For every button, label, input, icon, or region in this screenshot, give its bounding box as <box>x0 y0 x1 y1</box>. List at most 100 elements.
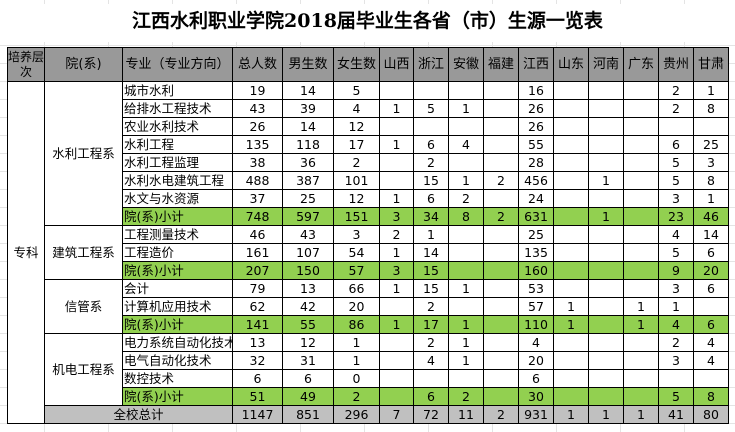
value-cell[interactable]: 25 <box>693 135 729 154</box>
major-cell[interactable]: 计算机应用技术 <box>122 297 233 316</box>
value-cell[interactable]: 25 <box>282 189 334 208</box>
total-cell[interactable]: 41 <box>658 405 694 424</box>
value-cell[interactable]: 55 <box>518 135 554 154</box>
subtotal-cell[interactable]: 597 <box>282 207 334 226</box>
value-cell[interactable]: 5 <box>413 99 449 118</box>
subtotal-label[interactable]: 院(系)小计 <box>122 261 233 280</box>
value-cell[interactable]: 1 <box>448 351 484 370</box>
subtotal-cell[interactable]: 20 <box>693 261 729 280</box>
value-cell[interactable]: 2 <box>413 297 449 316</box>
value-cell[interactable] <box>553 243 589 262</box>
value-cell[interactable]: 6 <box>413 135 449 154</box>
value-cell[interactable]: 6 <box>658 135 694 154</box>
value-cell[interactable]: 135 <box>518 243 554 262</box>
subtotal-cell[interactable] <box>623 207 659 226</box>
subtotal-cell[interactable] <box>623 387 659 406</box>
value-cell[interactable]: 2 <box>448 189 484 208</box>
value-cell[interactable]: 456 <box>518 171 554 190</box>
subtotal-cell[interactable]: 1 <box>379 315 414 334</box>
major-cell[interactable]: 水文与水资源 <box>122 189 233 208</box>
value-cell[interactable] <box>448 243 484 262</box>
value-cell[interactable] <box>623 81 659 100</box>
value-cell[interactable]: 1 <box>448 279 484 298</box>
value-cell[interactable]: 4 <box>658 225 694 244</box>
value-cell[interactable]: 1 <box>588 171 624 190</box>
major-cell[interactable]: 电力系统自动化技术 <box>122 333 233 352</box>
subtotal-label[interactable]: 院(系)小计 <box>122 387 233 406</box>
value-cell[interactable] <box>379 297 414 316</box>
value-cell[interactable]: 14 <box>413 243 449 262</box>
value-cell[interactable] <box>379 351 414 370</box>
subtotal-cell[interactable] <box>553 207 589 226</box>
value-cell[interactable]: 4 <box>448 135 484 154</box>
value-cell[interactable] <box>588 225 624 244</box>
value-cell[interactable] <box>379 153 414 172</box>
value-cell[interactable]: 42 <box>282 297 334 316</box>
value-cell[interactable]: 1 <box>553 297 589 316</box>
major-cell[interactable]: 水利工程监理 <box>122 153 233 172</box>
value-cell[interactable] <box>553 351 589 370</box>
subtotal-cell[interactable] <box>553 387 589 406</box>
value-cell[interactable]: 38 <box>232 153 283 172</box>
value-cell[interactable] <box>588 243 624 262</box>
value-cell[interactable]: 8 <box>693 171 729 190</box>
subtotal-cell[interactable]: 46 <box>693 207 729 226</box>
subtotal-cell[interactable]: 2 <box>483 207 519 226</box>
major-cell[interactable]: 数控技术 <box>122 369 233 388</box>
value-cell[interactable]: 2 <box>483 171 519 190</box>
value-cell[interactable]: 31 <box>282 351 334 370</box>
value-cell[interactable]: 3 <box>658 279 694 298</box>
value-cell[interactable]: 2 <box>658 81 694 100</box>
total-cell[interactable]: 1147 <box>232 405 283 424</box>
value-cell[interactable] <box>623 99 659 118</box>
value-cell[interactable] <box>448 117 484 136</box>
subtotal-label[interactable]: 院(系)小计 <box>122 207 233 226</box>
subtotal-cell[interactable]: 17 <box>413 315 449 334</box>
subtotal-cell[interactable]: 3 <box>379 261 414 280</box>
value-cell[interactable]: 32 <box>232 351 283 370</box>
value-cell[interactable]: 8 <box>693 99 729 118</box>
value-cell[interactable]: 6 <box>413 189 449 208</box>
value-cell[interactable]: 6 <box>518 369 554 388</box>
value-cell[interactable] <box>379 369 414 388</box>
value-cell[interactable] <box>483 135 519 154</box>
value-cell[interactable]: 1 <box>448 99 484 118</box>
value-cell[interactable]: 6 <box>232 369 283 388</box>
value-cell[interactable]: 2 <box>658 333 694 352</box>
major-cell[interactable]: 水利工程 <box>122 135 233 154</box>
value-cell[interactable] <box>588 117 624 136</box>
value-cell[interactable]: 6 <box>282 369 334 388</box>
major-cell[interactable]: 电气自动化技术 <box>122 351 233 370</box>
value-cell[interactable]: 15 <box>413 171 449 190</box>
value-cell[interactable] <box>483 81 519 100</box>
value-cell[interactable]: 54 <box>333 243 380 262</box>
value-cell[interactable]: 101 <box>333 171 380 190</box>
value-cell[interactable]: 3 <box>658 351 694 370</box>
value-cell[interactable]: 1 <box>658 297 694 316</box>
value-cell[interactable]: 1 <box>333 333 380 352</box>
value-cell[interactable] <box>623 279 659 298</box>
subtotal-cell[interactable]: 150 <box>282 261 334 280</box>
value-cell[interactable] <box>588 81 624 100</box>
value-cell[interactable] <box>623 243 659 262</box>
subtotal-cell[interactable]: 5 <box>658 387 694 406</box>
value-cell[interactable]: 37 <box>232 189 283 208</box>
subtotal-cell[interactable] <box>483 315 519 334</box>
value-cell[interactable] <box>588 135 624 154</box>
value-cell[interactable] <box>553 135 589 154</box>
value-cell[interactable]: 387 <box>282 171 334 190</box>
subtotal-cell[interactable]: 3 <box>379 207 414 226</box>
total-cell[interactable]: 296 <box>333 405 380 424</box>
value-cell[interactable] <box>623 117 659 136</box>
value-cell[interactable] <box>483 225 519 244</box>
total-cell[interactable]: 1 <box>623 405 659 424</box>
value-cell[interactable]: 2 <box>658 99 694 118</box>
value-cell[interactable]: 26 <box>518 99 554 118</box>
value-cell[interactable]: 14 <box>693 225 729 244</box>
subtotal-cell[interactable]: 49 <box>282 387 334 406</box>
subtotal-cell[interactable]: 34 <box>413 207 449 226</box>
value-cell[interactable]: 12 <box>333 117 380 136</box>
value-cell[interactable]: 14 <box>282 117 334 136</box>
value-cell[interactable] <box>553 369 589 388</box>
value-cell[interactable] <box>483 117 519 136</box>
